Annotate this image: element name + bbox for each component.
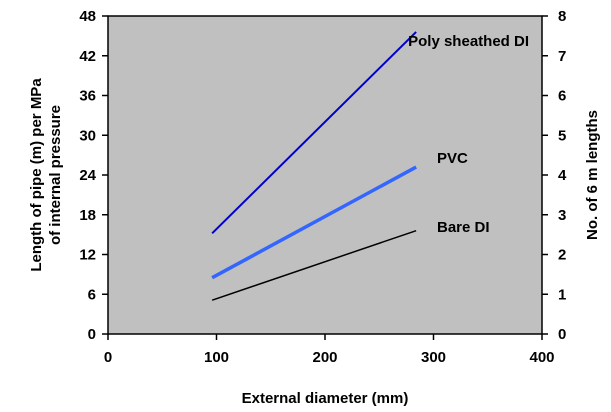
x-axis-title: External diameter (mm) bbox=[242, 390, 409, 407]
y2-tick-label: 6 bbox=[558, 88, 566, 105]
series-line-bare-di bbox=[211, 229, 417, 301]
x-tick-label: 300 bbox=[421, 349, 446, 366]
y-tick-label: 12 bbox=[79, 247, 96, 264]
y2-tick-label: 4 bbox=[558, 167, 567, 184]
y2-tick-label: 5 bbox=[558, 127, 566, 144]
chart-labels: External diameter (mm) Length of pipe (m… bbox=[28, 78, 601, 407]
x-tick-label: 100 bbox=[204, 349, 229, 366]
y2-tick-label: 0 bbox=[558, 326, 566, 343]
y-tick-label: 0 bbox=[88, 326, 96, 343]
series-label-poly-sheathed-di: Poly sheathed DI bbox=[408, 33, 529, 50]
x-tick-label: 400 bbox=[529, 349, 554, 366]
secondary-y-axis-title: No. of 6 m lengths bbox=[584, 110, 601, 240]
y-tick-label: 24 bbox=[79, 167, 96, 184]
y2-tick-label: 3 bbox=[558, 207, 566, 224]
y2-tick-label: 8 bbox=[558, 8, 566, 25]
series-lines: Poly sheathed DI PVC Bare DI bbox=[211, 31, 529, 301]
x-tick-label: 0 bbox=[104, 349, 112, 366]
y-tick-label: 42 bbox=[79, 48, 96, 65]
x-tick-label: 200 bbox=[312, 349, 337, 366]
series-label-pvc: PVC bbox=[437, 150, 468, 167]
y-tick-label: 30 bbox=[79, 127, 96, 144]
y-tick-label: 48 bbox=[79, 8, 96, 25]
y-tick-label: 36 bbox=[79, 88, 96, 105]
series-label-bare-di: Bare DI bbox=[437, 219, 490, 236]
y2-tick-label: 2 bbox=[558, 247, 566, 264]
y-tick-label: 18 bbox=[79, 207, 96, 224]
series-line-poly-sheathed-di bbox=[211, 31, 417, 235]
y-axis-title-line-2: of internal pressure bbox=[47, 105, 64, 245]
y2-tick-label: 7 bbox=[558, 48, 566, 65]
series-line-pvc bbox=[211, 165, 417, 280]
y2-tick-label: 1 bbox=[558, 286, 566, 303]
y-axis-title-line-1: Length of pipe (m) per MPa bbox=[28, 78, 45, 272]
plot-area bbox=[107, 15, 543, 335]
y-tick-label: 6 bbox=[88, 286, 96, 303]
